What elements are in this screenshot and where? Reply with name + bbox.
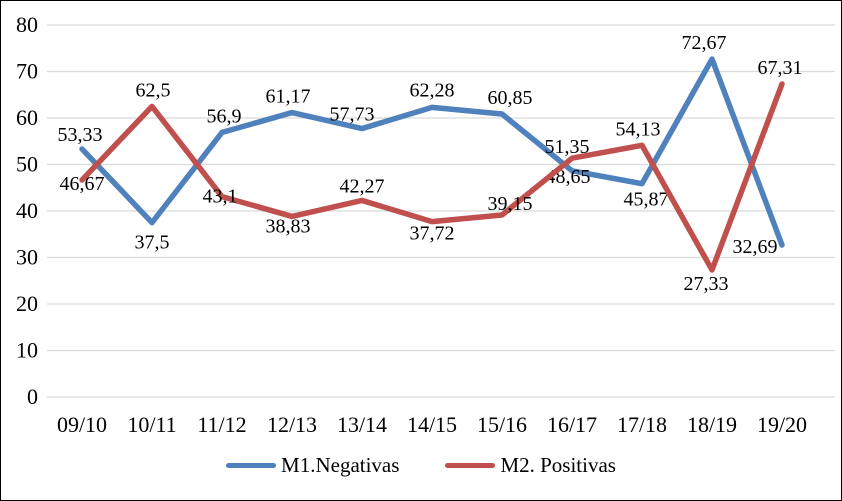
data-label: 46,67 [60, 173, 105, 195]
y-tick-label: 50 [16, 152, 38, 177]
chart-legend: M1.Negativas M2. Positivas [1, 453, 841, 478]
data-label: 67,31 [758, 57, 803, 79]
data-label: 62,5 [136, 79, 171, 101]
data-label: 37,5 [135, 232, 170, 254]
y-tick-label: 70 [16, 59, 38, 84]
data-label: 51,35 [545, 136, 590, 158]
x-axis-label: 12/13 [267, 412, 317, 437]
legend-label-m1-negativas: M1.Negativas [281, 453, 400, 477]
x-axis-label: 19/20 [757, 412, 807, 437]
x-axis-label: 13/14 [337, 412, 387, 437]
y-tick-label: 0 [27, 384, 38, 409]
data-label: 56,9 [207, 105, 242, 127]
x-axis-label: 18/19 [687, 412, 737, 437]
data-label: 61,17 [266, 86, 311, 108]
data-label: 60,85 [488, 87, 533, 109]
legend-item-m2-positivas: M2. Positivas [445, 453, 616, 478]
y-tick-label: 40 [16, 198, 38, 223]
y-tick-label: 30 [16, 245, 38, 270]
data-label: 45,87 [624, 189, 669, 211]
data-label: 62,28 [410, 79, 455, 101]
data-label: 38,83 [266, 215, 311, 237]
series-line-m2-positivas [79, 81, 785, 273]
x-axis-label: 11/12 [197, 412, 246, 437]
y-tick-label: 60 [16, 105, 38, 130]
legend-label-m2-positivas: M2. Positivas [500, 453, 616, 477]
data-label: 39,15 [488, 193, 533, 215]
x-axis-label: 17/18 [617, 412, 667, 437]
legend-line-swatch-blue [226, 463, 277, 468]
data-label: 43,1 [203, 186, 238, 208]
data-label: 27,33 [684, 273, 729, 295]
x-axis-label: 14/15 [407, 412, 457, 437]
data-label: 57,73 [330, 104, 375, 126]
x-axis-label: 16/17 [547, 412, 597, 437]
x-axis-label: 15/16 [477, 412, 527, 437]
legend-item-m1-negativas: M1.Negativas [226, 453, 399, 478]
data-label: 54,13 [616, 118, 661, 140]
y-tick-label: 20 [16, 291, 38, 316]
y-tick-label: 10 [16, 338, 38, 363]
x-axis-label: 09/10 [57, 412, 107, 437]
data-label: 32,69 [733, 236, 778, 258]
data-label: 72,67 [682, 32, 727, 54]
data-label: 53,33 [58, 124, 103, 146]
y-tick-label: 80 [16, 12, 38, 37]
legend-line-swatch-red [445, 463, 496, 468]
data-label: 37,72 [410, 223, 455, 245]
data-label: 42,27 [340, 175, 385, 197]
x-axis-label: 10/11 [127, 412, 176, 437]
